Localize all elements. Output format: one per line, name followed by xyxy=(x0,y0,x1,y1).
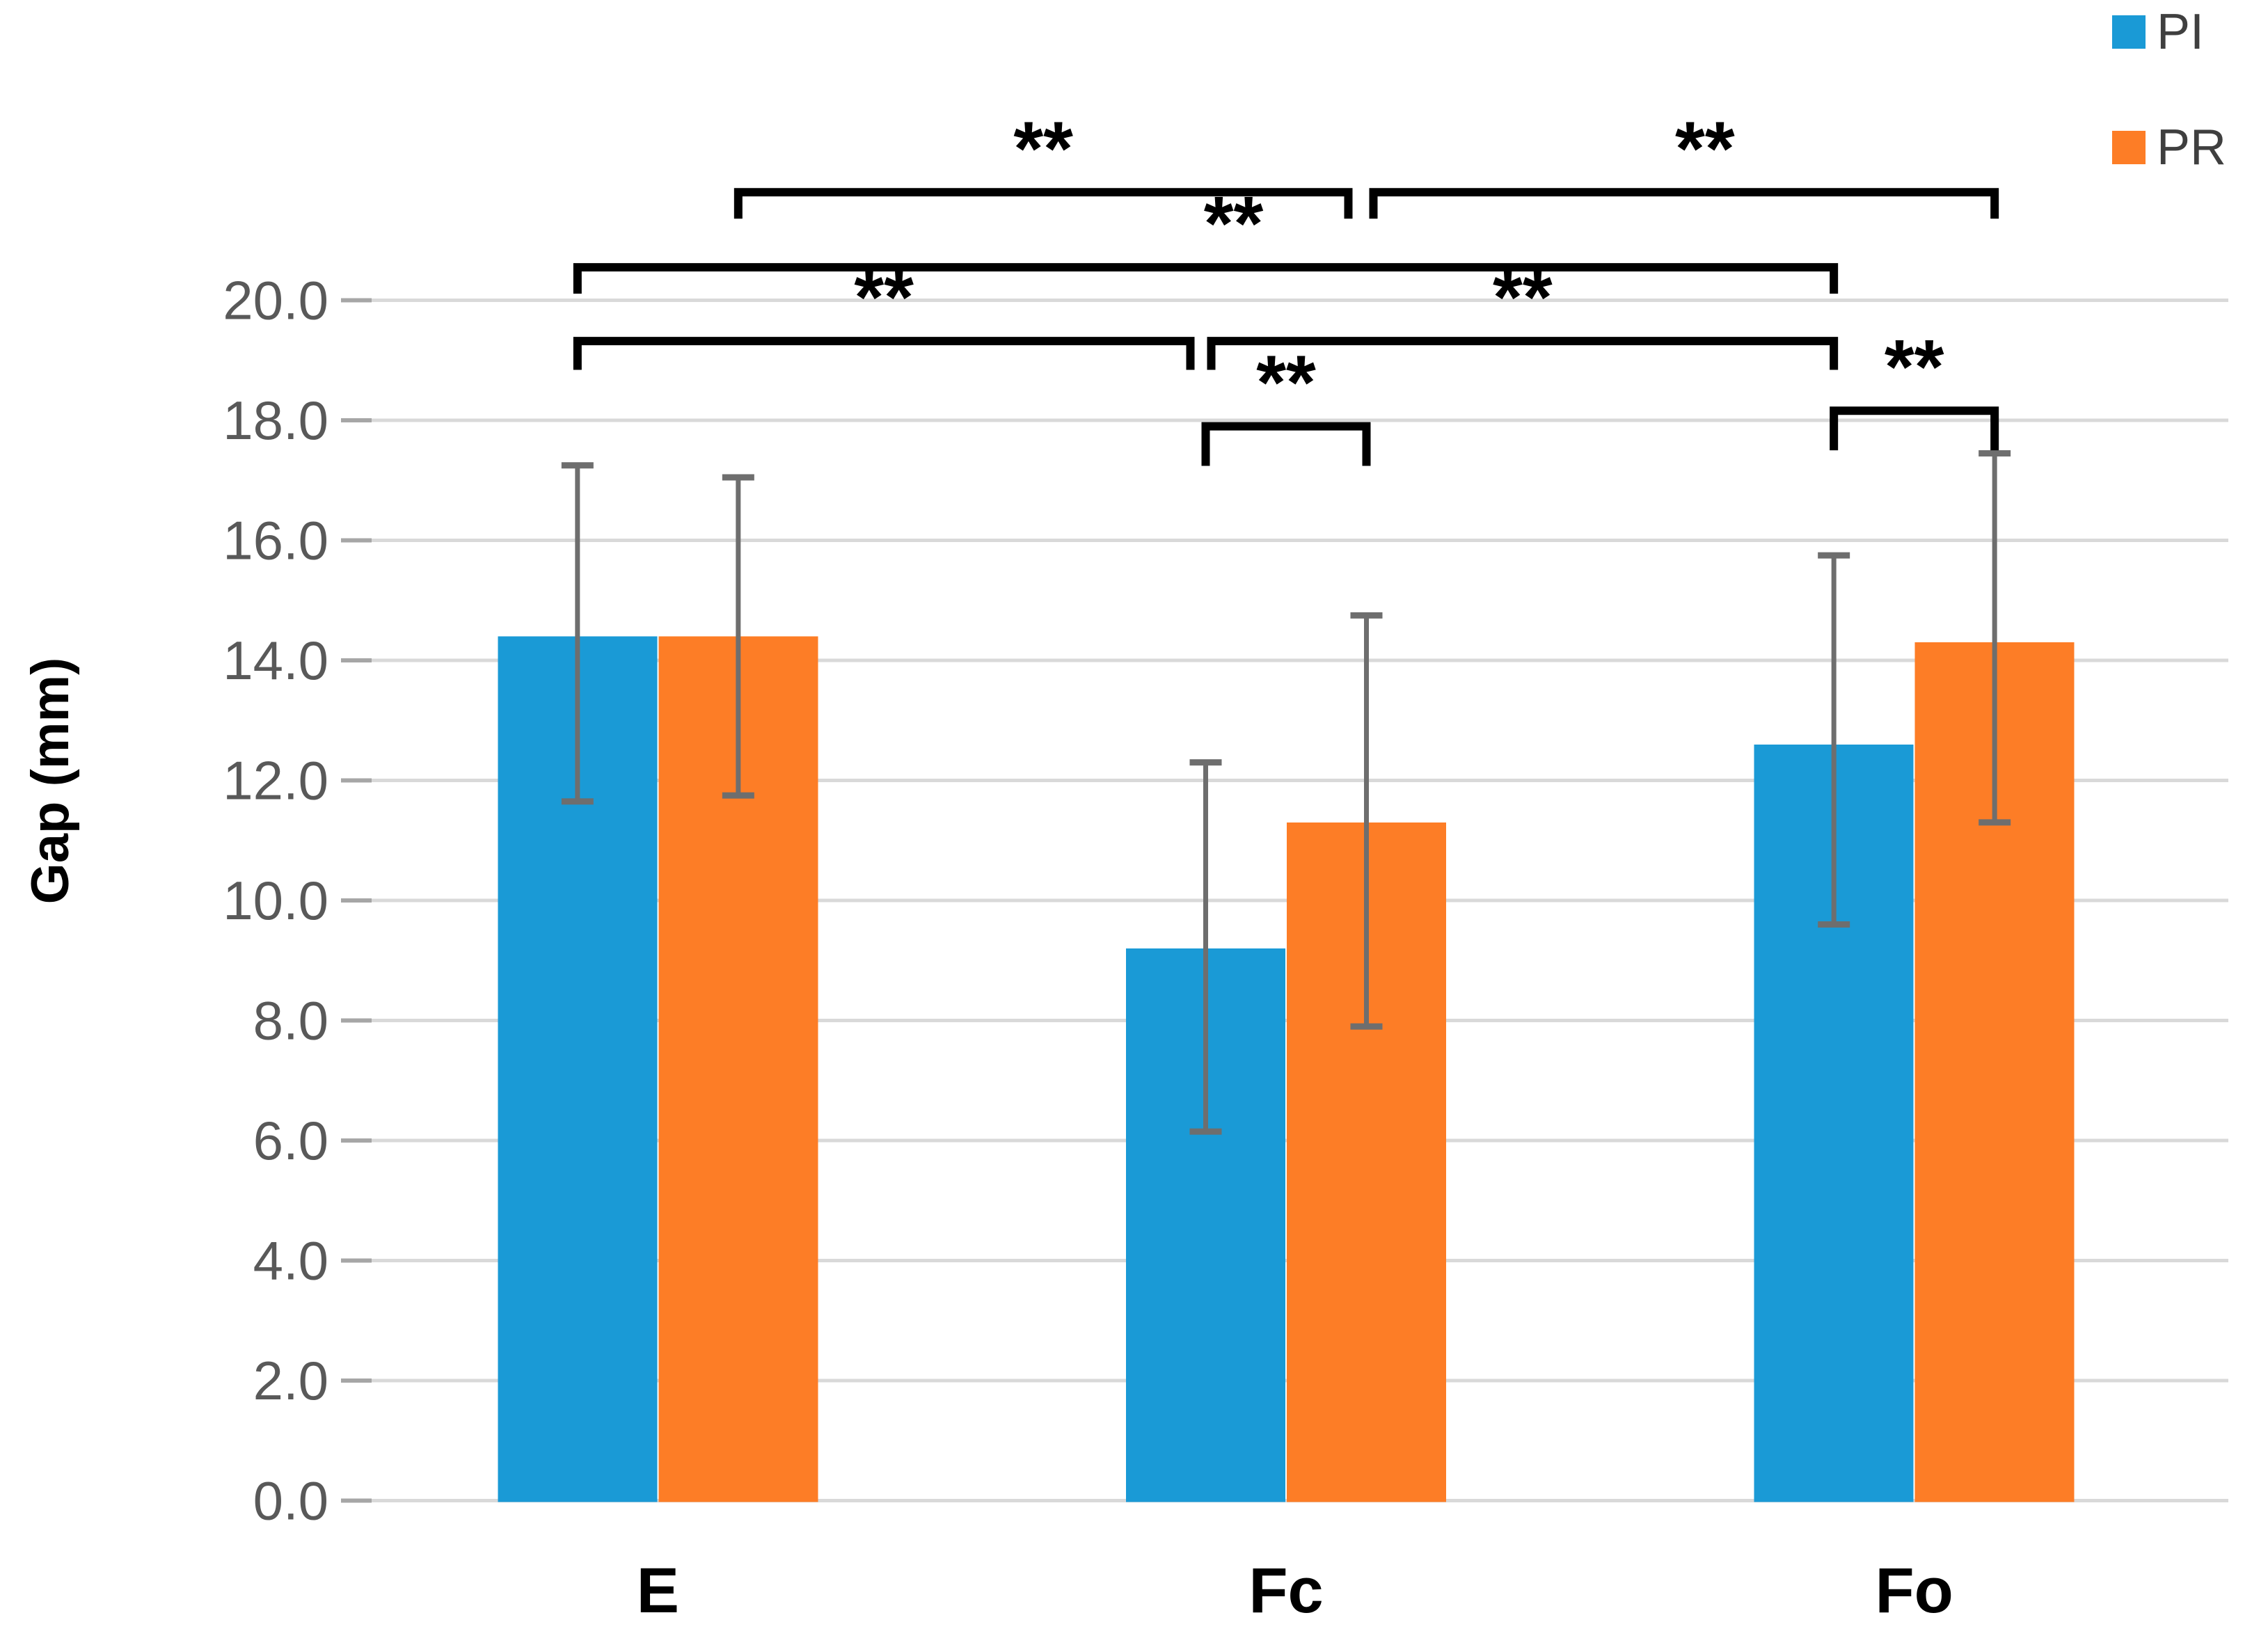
error-bar-Fc-PR xyxy=(1350,612,1383,1030)
significance-bracket xyxy=(1830,406,1999,451)
significance-bracket xyxy=(1201,422,1371,466)
error-bar-Fo-PR xyxy=(1978,450,2011,826)
y-tick-label: 18.0 xyxy=(223,390,328,451)
significance-bracket xyxy=(1369,188,1999,219)
significance-bracket xyxy=(733,188,1353,219)
significance-label: ** xyxy=(1493,255,1553,340)
significance-label: ** xyxy=(1256,340,1316,426)
y-tick-labels-group: 0.0 2.0 4.0 6.0 8.0 10.0 12.0 14.0 16.0 18.0 20.0 xyxy=(223,270,328,1532)
legend-item-pr: PR xyxy=(2111,120,2226,175)
y-tick-label: 10.0 xyxy=(223,870,328,931)
significance-bracket xyxy=(573,337,1195,370)
x-category-label-Fo: Fo xyxy=(1875,1555,1953,1626)
legend-item-pi: PI xyxy=(2111,4,2226,60)
legend-swatch-pr-icon xyxy=(2111,131,2146,164)
significance-label: ** xyxy=(1013,106,1073,191)
y-tick-label: 4.0 xyxy=(253,1230,328,1292)
error-bar-E-PI xyxy=(561,462,594,805)
significance-label: ** xyxy=(854,255,914,340)
category-labels-group: E Fc Fo xyxy=(637,1555,1953,1626)
y-tick-label: 0.0 xyxy=(253,1470,328,1532)
error-bar-Fo-PI xyxy=(1818,552,1850,928)
y-tick-label: 8.0 xyxy=(253,990,328,1051)
error-bar-E-PR xyxy=(722,474,754,799)
legend: PI PR xyxy=(2111,4,2226,175)
bars-group xyxy=(498,636,2075,1502)
significance-label: ** xyxy=(1885,324,1944,410)
significance-bracket xyxy=(1207,337,1839,370)
y-tick-label: 16.0 xyxy=(223,510,328,571)
y-axis-title: Gap (mm) xyxy=(21,658,80,905)
significance-bracket xyxy=(573,263,1839,294)
legend-label-pr: PR xyxy=(2156,120,2226,175)
significance-label: ** xyxy=(1204,181,1264,267)
x-category-label-Fc: Fc xyxy=(1248,1555,1323,1626)
y-tick-label: 20.0 xyxy=(223,270,328,331)
y-tick-label: 6.0 xyxy=(253,1110,328,1171)
y-tick-label: 12.0 xyxy=(223,750,328,811)
significance-brackets-group: ** ** ** ** ** ** ** xyxy=(573,106,1999,466)
legend-swatch-pi-icon xyxy=(2111,15,2146,49)
significance-label: ** xyxy=(1675,106,1735,191)
legend-label-pi: PI xyxy=(2156,4,2204,60)
error-bar-Fc-PI xyxy=(1189,759,1222,1135)
y-tick-label: 14.0 xyxy=(223,630,328,691)
gridlines-group xyxy=(341,298,2228,1503)
y-tick-label: 2.0 xyxy=(253,1350,328,1411)
x-category-label-E: E xyxy=(637,1555,679,1626)
error-bars-group xyxy=(561,450,2011,1135)
